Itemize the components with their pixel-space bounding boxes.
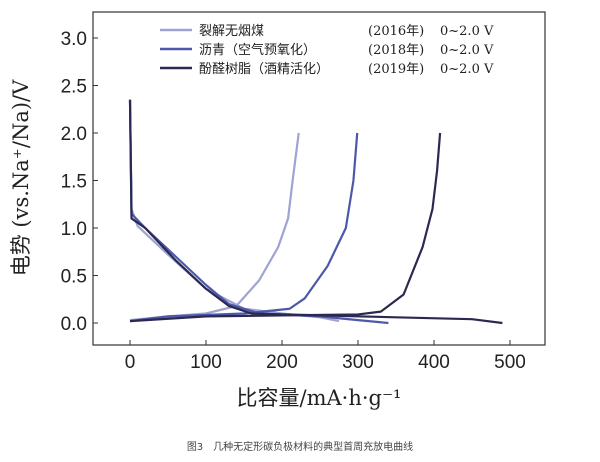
y-tick-label: 2.0 xyxy=(61,124,87,145)
x-tick-label: 300 xyxy=(342,352,374,373)
y-tick-label: 1.5 xyxy=(61,172,87,193)
legend-year: (2018年) xyxy=(368,43,424,58)
series-2-discharge-line xyxy=(128,99,389,325)
legend-range: 0~2.0 V xyxy=(440,62,494,77)
series-1-discharge-line xyxy=(128,99,340,323)
y-tick-label: 3.0 xyxy=(61,29,87,50)
legend-range: 0~2.0 V xyxy=(440,43,494,58)
series-3-charge-line xyxy=(129,132,442,323)
y-tick-label: 0.5 xyxy=(61,267,87,288)
y-tick-label: 0.0 xyxy=(61,314,87,335)
plot-area: 0 100 200 300 400 500 0.0 0.5 1.0 1.5 2.0 2.5 3.0 比容量… xyxy=(9,11,546,410)
x-tick-label: 500 xyxy=(494,352,526,373)
legend-year: (2016年) xyxy=(368,24,424,39)
legend-label: 裂解无烟煤 xyxy=(199,24,264,39)
x-tick-label: 400 xyxy=(418,352,450,373)
legend-label: 酚醛树脂（酒精活化） xyxy=(199,61,329,77)
legend-range: 0~2.0 V xyxy=(440,24,494,39)
plot-frame xyxy=(92,11,546,346)
x-axis-label: 比容量/mA·h·g⁻¹ xyxy=(237,386,402,410)
y-tick-label: 1.0 xyxy=(61,219,87,240)
x-tick-label: 200 xyxy=(266,352,298,373)
y-axis-label: 电势 (vs.Na⁺/Na)/V xyxy=(9,79,33,276)
series-2-charge-line xyxy=(129,132,359,323)
x-tick-label: 0 xyxy=(125,352,136,373)
series-3-discharge-line xyxy=(128,99,503,325)
legend-year: (2019年) xyxy=(368,62,424,77)
figure-caption: 图3 几种无定形碳负极材料的典型首周充放电曲线 xyxy=(186,442,414,453)
legend-label: 沥青（空气预氧化） xyxy=(199,42,316,58)
y-tick-label: 2.5 xyxy=(61,77,87,98)
x-tick-label: 100 xyxy=(190,352,222,373)
